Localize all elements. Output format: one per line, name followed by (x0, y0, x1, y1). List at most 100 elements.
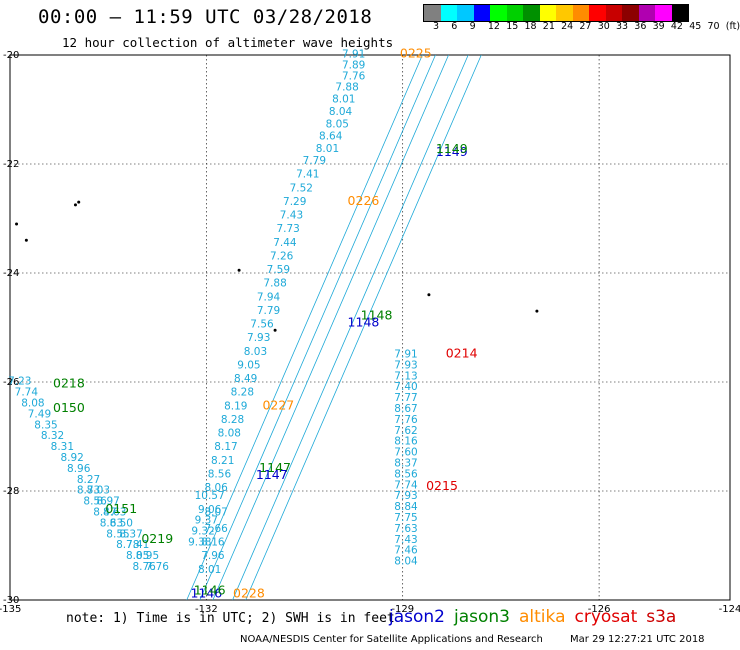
color-swatch (622, 5, 639, 21)
swh-value: 8.06 (204, 482, 228, 494)
pass-time-label: 1149 (436, 144, 468, 159)
swh-value: 8.92 (60, 452, 83, 464)
page-title: 00:00 – 11:59 UTC 03/28/2018 (38, 6, 373, 28)
pass-time-label: 1148 (361, 307, 393, 322)
legend-item-cryosat: cryosat (574, 607, 638, 627)
swh-value: 7.76 (342, 71, 366, 83)
swh-value: 8.28 (221, 414, 244, 426)
swh-value: 7.91 (394, 348, 417, 360)
lon-tick-label: -129 (391, 604, 414, 615)
swh-value: 8.08 (218, 428, 241, 440)
swh-value: 7.91 (342, 49, 365, 61)
swh-value: 8.50 (110, 517, 133, 529)
lon-tick-label: -132 (195, 604, 218, 615)
island (273, 328, 277, 332)
lon-tick-label: -124 (719, 604, 740, 615)
swh-value: 8.16 (394, 436, 418, 448)
color-swatch (655, 5, 672, 21)
islands (15, 200, 539, 332)
swh-value: 8.67 (394, 403, 417, 415)
island (15, 222, 19, 226)
color-scale-label: (ft) (725, 21, 740, 32)
island (24, 238, 28, 242)
swh-value: 8.49 (234, 373, 257, 385)
island (73, 203, 77, 207)
lon-tick-label: -126 (588, 604, 611, 615)
swh-value: 7.60 (394, 447, 417, 459)
swh-value: 7.79 (303, 155, 326, 167)
swh-value: 7.46 (394, 545, 418, 557)
swh-value: 7.75 (394, 512, 417, 524)
swh-value: 7.93 (394, 490, 417, 502)
track-line (186, 54, 423, 601)
swh-value: 7.63 (394, 523, 417, 535)
swh-value: 8.04 (394, 556, 418, 568)
swh-value: 7.59 (267, 264, 290, 276)
swh-value: 8.17 (214, 441, 237, 453)
pass-time-labels: 0225114911490226114811480214022702180150… (53, 46, 478, 601)
color-swatch (440, 5, 457, 21)
legend-item-jason2: jason2 (389, 607, 445, 627)
lat-tick-label: -26 (3, 377, 19, 388)
footnote: note: 1) Time is in UTC; 2) SWH is in fe… (66, 611, 395, 626)
color-scale-label: 15 (506, 21, 519, 32)
swh-value: 7.29 (283, 196, 306, 208)
island (77, 200, 81, 204)
track-line (245, 54, 482, 601)
pass-time-label: 1147 (256, 467, 288, 482)
color-scale-label: 33 (616, 21, 629, 32)
pass-time-label: 1149 (436, 141, 468, 156)
satellite-legend: jason2 jason3 altika cryosat s3a (389, 607, 685, 627)
swh-value: 8.19 (224, 400, 247, 412)
track-line (212, 54, 449, 601)
swh-value: 8.03 (87, 485, 110, 497)
page-subtitle: 12 hour collection of altimeter wave hei… (62, 35, 394, 50)
swh-value: 7.41 (296, 169, 319, 181)
swh-value: 8.73 (77, 485, 100, 497)
color-scale-label: 45 (689, 21, 702, 32)
color-scale-label: 27 (579, 21, 592, 32)
swh-value: 10.57 (195, 490, 225, 502)
lat-tick-label: -22 (3, 159, 19, 170)
color-swatch (506, 5, 523, 21)
swh-value: 8.76 (132, 561, 156, 573)
legend-item-altika: altika (519, 607, 566, 627)
swh-value: 8.37 (394, 457, 417, 469)
pass-time-label: 0150 (53, 400, 85, 415)
legend-item-s3a: s3a (646, 607, 677, 627)
swh-value: 9.32 (191, 526, 214, 538)
swh-value: 7.88 (335, 81, 358, 93)
color-swatch (589, 5, 606, 21)
footer-org: NOAA/NESDIS Center for Satellite Applica… (240, 634, 543, 645)
color-scale-label: 6 (451, 21, 458, 32)
swh-value: 8.56 (394, 468, 418, 480)
color-swatch (671, 5, 688, 21)
swh-value: 7.49 (28, 408, 51, 420)
swh-value: 7.79 (257, 305, 280, 317)
swh-value: 7.40 (394, 381, 417, 393)
pass-time-label: 1146 (194, 583, 226, 598)
lat-tick-label: -24 (3, 268, 19, 279)
island (237, 268, 241, 272)
color-scale-bar (423, 4, 689, 22)
footer: NOAA/NESDIS Center for Satellite Applica… (240, 634, 729, 645)
swh-value: 8.95 (136, 550, 159, 562)
swh-value: 7.89 (342, 60, 365, 72)
swh-value: 8.47 (93, 507, 116, 519)
swh-value: 8.27 (77, 474, 100, 486)
swh-value: 8.04 (329, 106, 353, 118)
color-scale-label: 42 (670, 21, 683, 32)
lat-tick-label: -30 (3, 595, 19, 606)
swh-value: 7.73 (276, 223, 299, 235)
swh-value: 8.32 (41, 430, 64, 442)
swh-value: 8.78 (116, 539, 139, 551)
island (427, 293, 431, 297)
legend-item-jason3: jason3 (454, 607, 510, 627)
color-swatch (457, 5, 474, 21)
color-scale-label: 12 (487, 21, 500, 32)
swh-value: 7.26 (270, 250, 294, 262)
swh-value: 8.96 (67, 463, 91, 475)
swh-value: 7.93 (247, 332, 270, 344)
swh-value: 7.93 (394, 359, 417, 371)
swh-value: 7.88 (263, 278, 286, 290)
